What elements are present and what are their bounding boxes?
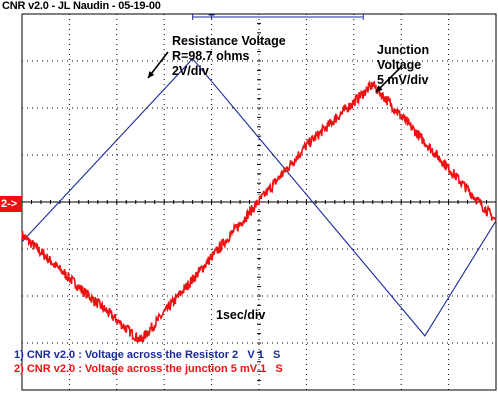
junction-arrow-head <box>376 85 383 92</box>
grid <box>0 13 497 391</box>
junction-annotation: Junction Voltage 5 mV/div <box>377 43 430 87</box>
traces <box>21 57 497 343</box>
series-2-line <box>21 80 497 343</box>
channel-2-marker: 2-> <box>0 196 22 212</box>
legend-channel-2: 2) CNR v2.0 : Voltage across the junctio… <box>14 363 283 375</box>
page-title: CNR v2.0 - JL Naudin - 05-19-00 <box>2 0 161 12</box>
legend-channel-1: 1) CNR v2.0 : Voltage across the Resisto… <box>14 349 281 361</box>
resistance-annotation: Resistance Voltage R=98.7 ohms 2V/div <box>172 34 286 78</box>
timebase-label: 1sec/div <box>216 308 266 322</box>
series-1-line <box>21 57 497 337</box>
resistance-arrow-head <box>148 71 155 78</box>
annotation-arrows <box>147 51 403 93</box>
